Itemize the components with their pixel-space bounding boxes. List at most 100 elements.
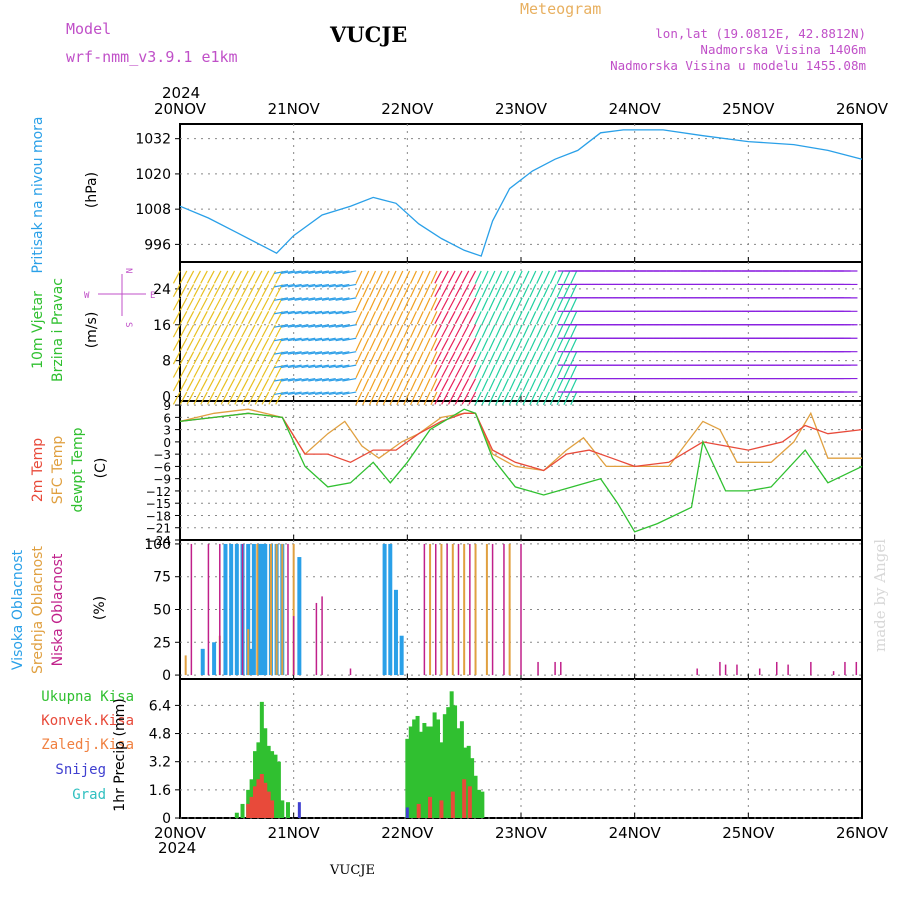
wind-arrow bbox=[287, 270, 302, 274]
low-cloud-bar bbox=[758, 668, 761, 676]
mid-cloud-bar bbox=[508, 543, 511, 676]
wind-arrow bbox=[481, 351, 489, 365]
wind-arrow bbox=[556, 364, 564, 379]
wind-arrow bbox=[179, 337, 188, 351]
precip-total-bar bbox=[446, 707, 451, 818]
wind-arrow bbox=[294, 364, 309, 369]
wind-arrow bbox=[200, 378, 208, 392]
wind-arrow bbox=[280, 351, 295, 355]
wind-arrow bbox=[474, 337, 482, 352]
wind-arrow bbox=[416, 284, 424, 298]
wind-arrow bbox=[409, 284, 417, 298]
wind-arrow bbox=[315, 351, 330, 355]
wind-arrow bbox=[423, 378, 431, 392]
wind-arrow bbox=[193, 378, 201, 392]
wind-arrow bbox=[502, 378, 510, 392]
wind-arrow bbox=[287, 297, 302, 301]
low-cloud-bar bbox=[855, 661, 858, 676]
wind-arrow bbox=[529, 270, 537, 284]
wind-arrow bbox=[441, 324, 449, 338]
wind-arrow bbox=[234, 284, 242, 298]
wind-arrow bbox=[502, 284, 510, 298]
low-cloud-bar bbox=[241, 543, 244, 676]
wind-arrow bbox=[529, 311, 537, 325]
low-cloud-bar bbox=[219, 543, 221, 676]
wind-arrow bbox=[375, 337, 383, 352]
wind-arrow bbox=[434, 364, 442, 378]
mid-cloud-bar bbox=[463, 543, 466, 676]
wind-arrow bbox=[179, 297, 188, 311]
wind-arrow bbox=[536, 391, 544, 405]
wind-arrow bbox=[179, 351, 188, 365]
wind-arrow bbox=[206, 311, 215, 324]
wind-arrow bbox=[335, 351, 350, 355]
wind-arrow bbox=[315, 324, 330, 328]
precip-total-bar bbox=[259, 701, 264, 818]
wind-arrow bbox=[542, 391, 550, 405]
high-cloud-bar bbox=[246, 543, 251, 676]
wind-arrow bbox=[193, 311, 201, 324]
precip-conv-bar bbox=[266, 791, 271, 818]
cloud-bars-group bbox=[184, 543, 858, 676]
wind-arrow bbox=[261, 364, 270, 378]
wind-arrow bbox=[261, 270, 270, 284]
model-name: wrf-nmm_v3.9.1 e1km bbox=[66, 48, 238, 66]
wind-arrow bbox=[342, 364, 357, 369]
wind-arrow bbox=[213, 284, 222, 298]
wind-arrow bbox=[508, 270, 516, 284]
wind-arrow bbox=[308, 324, 323, 328]
wind-arrow bbox=[403, 284, 411, 298]
wind-arrow bbox=[454, 284, 463, 298]
wind-arrow bbox=[529, 324, 537, 338]
wind-arrow bbox=[502, 337, 510, 352]
wind-arrow bbox=[261, 297, 270, 311]
wind-arrow bbox=[227, 297, 236, 311]
wind-arrow bbox=[355, 270, 363, 284]
wind-arrow bbox=[409, 324, 417, 338]
wind-arrow bbox=[247, 378, 256, 392]
wind-arrow bbox=[434, 324, 442, 338]
wind-arrow bbox=[441, 284, 449, 298]
wind-arrow bbox=[172, 284, 181, 298]
wind-arrow bbox=[522, 364, 530, 379]
wind-arrow bbox=[396, 324, 404, 338]
wind-arrow bbox=[416, 364, 424, 379]
wind-arrow bbox=[254, 284, 263, 298]
wind-arrow bbox=[186, 284, 195, 298]
wind-arrow bbox=[234, 270, 242, 284]
wind-arrow bbox=[254, 351, 263, 365]
wind-arrow bbox=[430, 351, 438, 365]
precip-snow-bar bbox=[297, 802, 301, 818]
wind-arrow bbox=[241, 391, 249, 405]
wind-arrow bbox=[570, 378, 578, 392]
wind-arrow bbox=[502, 297, 510, 311]
wind-arrow bbox=[308, 270, 323, 274]
wind-arrow bbox=[193, 270, 201, 284]
wind-arrow bbox=[227, 337, 236, 351]
wind-arrow bbox=[362, 270, 370, 284]
low-cloud-bar bbox=[832, 671, 835, 676]
temp2m-series-line bbox=[179, 412, 863, 472]
wind-arrow bbox=[441, 351, 449, 365]
wind-arrow bbox=[247, 391, 256, 405]
wind-arrow bbox=[287, 337, 302, 342]
wind-arrow bbox=[536, 270, 544, 284]
wind-arrow bbox=[301, 324, 316, 328]
wind-arrow bbox=[193, 337, 201, 351]
wind-arrow bbox=[396, 391, 404, 405]
wind-arrow bbox=[200, 284, 208, 298]
precip-ytick-label: 3.2 bbox=[149, 755, 171, 771]
wind-arrow bbox=[508, 351, 516, 365]
wind-arrow bbox=[186, 270, 195, 284]
station-title: VUCJE bbox=[329, 22, 407, 47]
precip-legend-total: Ukupna Kisa bbox=[41, 689, 134, 705]
wind-arrow bbox=[441, 270, 449, 284]
wind-arrow bbox=[335, 364, 350, 369]
precip-legend-hail: Grad bbox=[72, 787, 106, 803]
wind-arrow bbox=[308, 310, 323, 315]
wind-arrow bbox=[261, 337, 270, 351]
wind-arrow bbox=[375, 324, 383, 338]
wind-arrow bbox=[301, 283, 316, 288]
watermark: made by Angel bbox=[871, 539, 889, 652]
wind-arrow bbox=[522, 284, 530, 298]
